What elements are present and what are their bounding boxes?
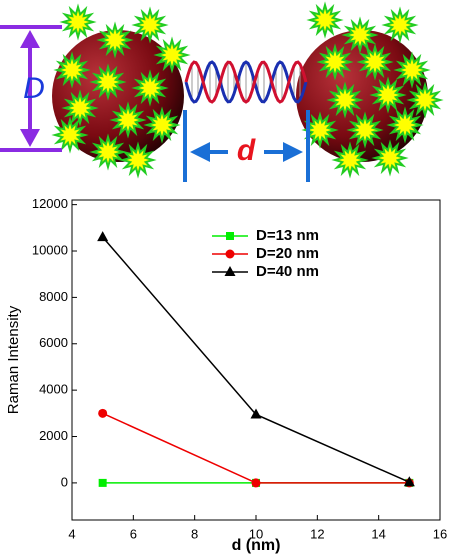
marker <box>226 232 234 240</box>
x-axis-label: d (nm) <box>232 537 281 554</box>
gap-arrow <box>183 110 310 182</box>
y-tick-label: 2000 <box>39 428 68 443</box>
star <box>131 6 169 44</box>
legend-label: D=20 nm <box>256 245 319 262</box>
x-tick-label: 8 <box>191 526 198 541</box>
marker <box>98 478 107 487</box>
strand <box>184 60 308 104</box>
y-axis-label: Raman Intensity <box>5 305 22 414</box>
y-tick-label: 0 <box>61 474 68 489</box>
nanoparticle <box>296 30 428 162</box>
star <box>119 141 157 179</box>
star <box>89 63 127 101</box>
y-tick-label: 4000 <box>39 382 68 397</box>
marker <box>224 266 236 276</box>
star <box>51 116 89 154</box>
diameter-label: D <box>23 72 45 105</box>
star <box>109 101 147 139</box>
star <box>393 51 431 89</box>
star <box>371 139 409 177</box>
chart: 0 2000 4000 6000 8000 10000 12000 4 6 8 10 12 14 16 d … <box>5 196 447 554</box>
star <box>89 133 127 171</box>
star <box>306 1 344 39</box>
star <box>316 43 354 81</box>
marker <box>251 478 261 488</box>
marker <box>97 231 109 242</box>
star <box>406 81 444 119</box>
y-tick-label: 8000 <box>39 289 68 304</box>
marker <box>403 476 415 487</box>
star <box>59 3 97 41</box>
illustration: D d <box>0 1 444 182</box>
x-tick-label: 16 <box>433 526 447 541</box>
star <box>143 106 181 144</box>
x-tick-label: 12 <box>310 526 324 541</box>
legend-label: D=40 nm <box>256 263 319 280</box>
star <box>61 89 99 127</box>
y-tick-label: 6000 <box>39 335 68 350</box>
dna-helix <box>184 60 308 104</box>
star <box>356 43 394 81</box>
star <box>131 69 169 107</box>
marker <box>225 249 235 259</box>
star <box>153 36 191 74</box>
marker <box>250 408 262 419</box>
star <box>326 81 364 119</box>
star <box>331 141 369 179</box>
x-tick-label: 14 <box>371 526 385 541</box>
size-bracket <box>0 25 62 152</box>
gap-label: d <box>237 134 256 167</box>
series-line <box>102 412 410 484</box>
star <box>386 106 424 144</box>
y-tick-label: 12000 <box>32 196 68 211</box>
star <box>53 51 91 89</box>
star <box>346 111 384 149</box>
star <box>369 76 407 114</box>
marker <box>98 408 108 418</box>
x-tick-label: 10 <box>249 526 263 541</box>
y-tick-label: 10000 <box>32 242 68 257</box>
stars <box>51 1 444 179</box>
legend-label: D=13 nm <box>256 227 319 244</box>
strand <box>184 60 308 104</box>
star <box>96 21 134 59</box>
x-tick-label: 6 <box>130 526 137 541</box>
x-tick-label: 4 <box>68 526 75 541</box>
star <box>381 6 419 44</box>
star <box>301 111 339 149</box>
